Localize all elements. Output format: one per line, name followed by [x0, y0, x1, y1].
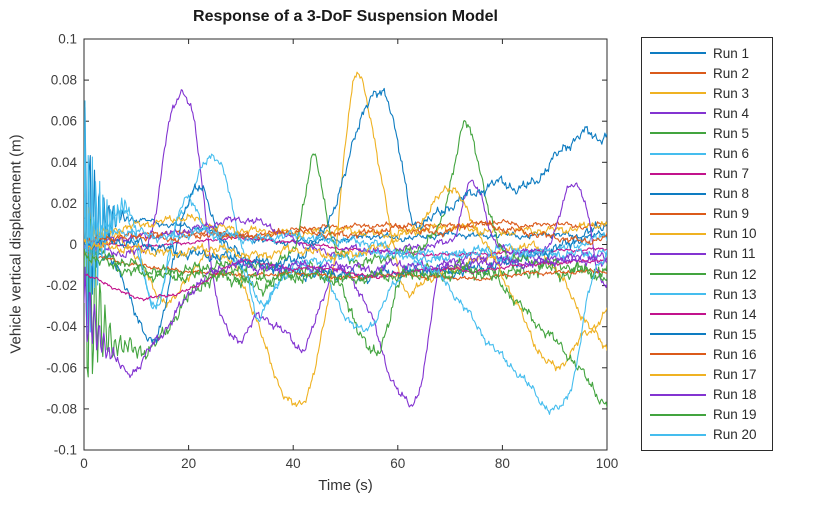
legend-swatch: [650, 273, 706, 276]
legend-item: Run 1: [642, 44, 772, 63]
legend-label: Run 9: [713, 206, 750, 222]
x-tick-label: 0: [80, 456, 88, 471]
legend-item: Run 19: [642, 405, 772, 424]
legend-label: Run 12: [713, 266, 757, 282]
series-line-run-10: [84, 213, 607, 256]
series-line-run-13: [84, 100, 607, 343]
legend-swatch: [650, 172, 706, 175]
legend-label: Run 10: [713, 226, 757, 242]
legend-item: Run 18: [642, 385, 772, 404]
y-tick-label: 0.06: [51, 114, 77, 129]
series-line-run-7: [84, 236, 607, 257]
legend-label: Run 4: [713, 105, 750, 121]
legend-swatch: [650, 313, 706, 316]
series-line-run-6: [84, 153, 607, 333]
y-tick-label: 0.08: [51, 73, 77, 88]
legend-swatch: [650, 232, 706, 235]
legend-item: Run 15: [642, 325, 772, 344]
x-axis-label: Time (s): [318, 477, 373, 494]
series-line-run-15: [84, 87, 607, 275]
legend-swatch: [650, 413, 706, 416]
legend-item: Run 10: [642, 224, 772, 243]
legend-swatch: [650, 92, 706, 95]
legend-swatch: [650, 72, 706, 75]
legend-label: Run 17: [713, 367, 757, 383]
legend-item: Run 5: [642, 124, 772, 143]
series-line-run-1: [84, 106, 607, 325]
y-tick-label: -0.1: [54, 443, 77, 458]
legend-item: Run 16: [642, 345, 772, 364]
legend-label: Run 1: [713, 45, 750, 61]
series-line-run-3: [84, 71, 607, 408]
legend-label: Run 11: [713, 246, 756, 262]
legend-swatch: [650, 373, 706, 376]
legend-swatch: [650, 212, 706, 215]
series-line-run-18: [84, 252, 607, 379]
legend-item: Run 12: [642, 265, 772, 284]
legend-item: Run 7: [642, 164, 772, 183]
legend-swatch: [650, 433, 706, 436]
legend-label: Run 6: [713, 146, 750, 162]
legend-item: Run 13: [642, 285, 772, 304]
x-tick-label: 80: [495, 456, 510, 471]
series-line-run-14: [84, 257, 607, 302]
x-tick-label: 20: [181, 456, 196, 471]
legend-label: Run 5: [713, 125, 750, 141]
legend-label: Run 18: [713, 387, 757, 403]
legend-label: Run 3: [713, 85, 750, 101]
legend-label: Run 14: [713, 306, 757, 322]
chart-title: Response of a 3-DoF Suspension Model: [193, 8, 498, 25]
legend-swatch: [650, 152, 706, 155]
legend-swatch: [650, 112, 706, 115]
legend-swatch: [650, 353, 706, 356]
legend-item: Run 17: [642, 365, 772, 384]
series-line-run-17: [84, 185, 607, 372]
x-tick-label: 40: [286, 456, 301, 471]
legend-item: Run 6: [642, 144, 772, 163]
legend-item: Run 8: [642, 184, 772, 203]
legend-swatch: [650, 393, 706, 396]
y-tick-label: -0.08: [46, 401, 77, 416]
legend-swatch: [650, 52, 706, 55]
y-tick-label: -0.04: [46, 319, 77, 334]
legend-label: Run 8: [713, 186, 750, 202]
y-tick-label: 0.04: [51, 155, 78, 170]
legend-item: Run 20: [642, 425, 772, 444]
y-tick-label: -0.06: [46, 360, 77, 375]
y-tick-label: 0.02: [51, 196, 77, 211]
legend-item: Run 4: [642, 104, 772, 123]
x-tick-label: 100: [596, 456, 619, 471]
series-line-run-5: [84, 172, 607, 378]
legend-item: Run 9: [642, 204, 772, 223]
legend-swatch: [650, 132, 706, 135]
series-line-run-19: [84, 248, 607, 408]
legend-swatch: [650, 333, 706, 336]
legend-label: Run 16: [713, 346, 757, 362]
series-line-run-16: [84, 220, 607, 246]
legend-swatch: [650, 252, 706, 255]
y-tick-label: 0.1: [58, 32, 77, 47]
legend-swatch: [650, 293, 706, 296]
legend-swatch: [650, 192, 706, 195]
legend-label: Run 19: [713, 407, 757, 423]
legend-item: Run 11: [642, 244, 772, 263]
legend-label: Run 15: [713, 326, 757, 342]
legend-label: Run 13: [713, 286, 757, 302]
legend-item: Run 14: [642, 305, 772, 324]
legend-item: Run 2: [642, 64, 772, 83]
legend-label: Run 2: [713, 65, 750, 81]
series-line-run-20: [84, 218, 607, 415]
legend-item: Run 3: [642, 84, 772, 103]
legend: Run 1 Run 2 Run 3 Run 4 Run 5 Run 6 Run 7 Run 8…: [641, 37, 773, 451]
legend-label: Run 7: [713, 166, 750, 182]
y-tick-label: -0.02: [46, 278, 77, 293]
legend-label: Run 20: [713, 427, 757, 443]
x-tick-label: 60: [390, 456, 405, 471]
y-tick-label: 0: [69, 237, 77, 252]
